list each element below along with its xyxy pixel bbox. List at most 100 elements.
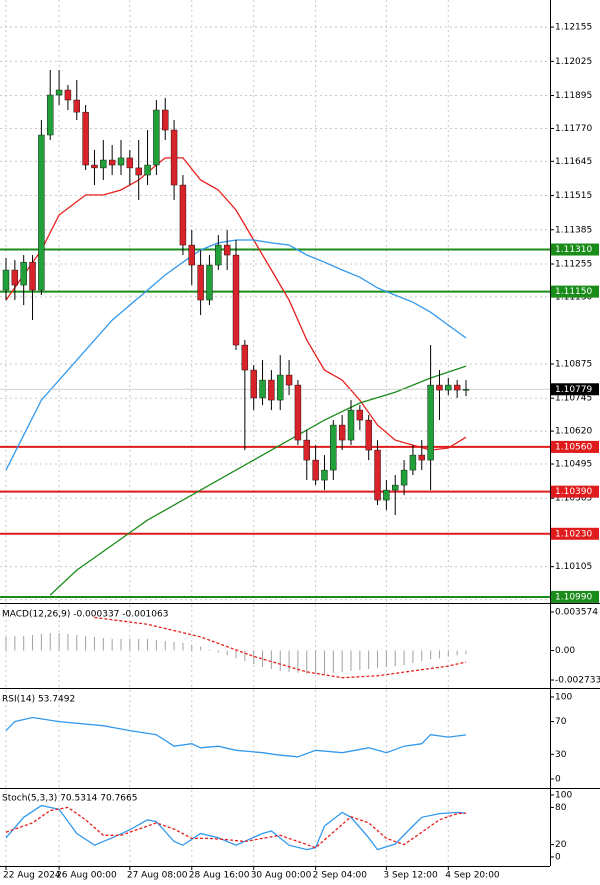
- y-tick-label: 70: [555, 717, 567, 727]
- candle-body: [303, 439, 310, 461]
- candle-body: [82, 111, 89, 166]
- panel: 100 70 30 0 RSI(14) 53.7492: [2, 692, 572, 784]
- y-tick-label: 1.12025: [555, 57, 592, 67]
- level-label-box: [551, 527, 599, 540]
- y-tick-label: 0.00: [555, 646, 575, 656]
- panel-title: Stoch(5,3,3) 70.5314 70.7665: [2, 794, 137, 804]
- candle-body: [268, 379, 275, 401]
- y-tick-label: 0: [555, 853, 561, 863]
- candle-body: [2, 269, 10, 291]
- y-tick-label: 80: [555, 803, 567, 813]
- candle-body: [427, 384, 434, 461]
- candle-body: [321, 469, 328, 481]
- level-label: 1.10990: [555, 592, 592, 602]
- y-tick-label: 1.11895: [555, 91, 592, 101]
- panel-title: RSI(14) 53.7492: [2, 695, 75, 705]
- candle-body: [162, 109, 169, 131]
- x-tick-label: 27 Aug 08:00: [127, 871, 188, 881]
- y-tick-label: 1.11385: [555, 225, 592, 235]
- x-tick-label: 26 Aug 00:00: [56, 871, 117, 881]
- candle-body: [100, 159, 107, 169]
- y-tick-label: 1.10745: [555, 394, 592, 404]
- level-label: 1.10390: [555, 487, 592, 497]
- last-price-box: [551, 383, 599, 396]
- y-tick-label: 100: [555, 791, 572, 801]
- candle-body: [179, 184, 187, 246]
- y-tick-label: 1.11255: [555, 259, 592, 269]
- candle-body: [126, 157, 134, 169]
- candle-body: [330, 424, 337, 471]
- y-tick-label: 0: [555, 774, 561, 784]
- candle-body: [436, 384, 443, 391]
- candle-body: [144, 164, 151, 176]
- candle-body: [215, 244, 222, 266]
- candle-body: [312, 459, 319, 481]
- y-tick-label: 100: [555, 692, 572, 702]
- y-tick-label: 1.10875: [555, 360, 592, 370]
- level-label-box: [551, 285, 599, 298]
- candle-body: [374, 449, 381, 501]
- candle-body: [241, 344, 249, 371]
- candle-body: [188, 244, 195, 266]
- y-tick-label: 1.11515: [555, 191, 592, 201]
- candle-body: [277, 374, 284, 401]
- y-tick-label: 1.10495: [555, 460, 592, 470]
- x-tick-label: 2 Sep 04:00: [313, 871, 368, 881]
- x-tick-label: 4 Sep 20:00: [445, 871, 500, 881]
- moving-average: [5, 157, 467, 451]
- level-label: 1.11150: [555, 287, 592, 297]
- candle-body: [356, 409, 364, 421]
- candle-body: [400, 469, 408, 486]
- candle-body: [392, 484, 399, 491]
- candle-body: [47, 94, 54, 136]
- indicator-line: [5, 716, 467, 758]
- y-tick-label: 20: [555, 840, 567, 850]
- level-label-box: [551, 590, 599, 603]
- candle-body: [64, 89, 72, 101]
- y-tick-label: 1.10620: [555, 427, 592, 437]
- candle-body: [170, 129, 178, 186]
- panel: 100 80 20 0 Stoch(5,3,3) 70.5314 70.7665: [2, 791, 572, 863]
- candle-body: [29, 261, 36, 291]
- candle-body: [206, 264, 213, 301]
- panel: 0.003574 0.00 -0.002733 MACD(12,26,9) -0.00…: [2, 607, 600, 685]
- level-label-box: [551, 243, 599, 256]
- panel-title: MACD(12,26,9) -0.000337 -0.001063: [2, 610, 168, 620]
- candle-body: [453, 384, 461, 391]
- x-tick-label: 3 Sep 12:00: [383, 871, 438, 881]
- candle-body: [117, 157, 125, 166]
- indicator-line: [5, 806, 467, 849]
- candle-body: [153, 109, 160, 166]
- y-tick-label: 1.12155: [555, 23, 592, 33]
- candle-body: [135, 167, 142, 176]
- candle-body: [338, 424, 346, 441]
- candle-body: [365, 419, 372, 451]
- level-label-box: [551, 440, 599, 453]
- candle-body: [445, 384, 452, 391]
- candle-body: [11, 269, 19, 286]
- candle-body: [55, 89, 63, 96]
- y-tick-label: 1.11770: [555, 124, 592, 134]
- moving-average: [49, 365, 467, 596]
- level-label: 1.10230: [555, 529, 592, 539]
- x-tick-label: 22 Aug 2024: [3, 871, 61, 881]
- candle-body: [197, 264, 204, 301]
- candle-body: [294, 384, 302, 441]
- y-tick-label: 1.10105: [555, 562, 592, 572]
- candle-body: [232, 254, 240, 346]
- candle-body: [259, 379, 266, 399]
- y-tick-label: -0.002733: [555, 675, 600, 685]
- candle-body: [250, 369, 257, 399]
- candle-body: [73, 99, 80, 113]
- candle-body: [347, 409, 355, 441]
- level-label: 1.11310: [555, 245, 592, 255]
- x-tick-label: 28 Aug 16:00: [189, 871, 250, 881]
- y-tick-label: 1.10365: [555, 494, 592, 504]
- candle-body: [108, 159, 116, 166]
- last-price-label: 1.10779: [555, 385, 592, 395]
- candle-body: [91, 164, 98, 169]
- macd-signal: [94, 616, 467, 679]
